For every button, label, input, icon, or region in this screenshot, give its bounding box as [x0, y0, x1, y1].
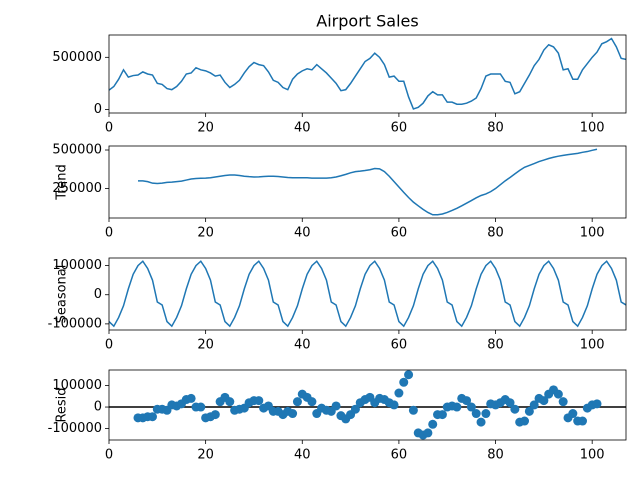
data-line [109, 260, 626, 328]
y-tick-label: 0 [94, 400, 102, 415]
x-tick-label: 100 [580, 121, 605, 136]
x-tick-label: 100 [580, 226, 605, 241]
x-tick-label: 80 [487, 338, 504, 353]
x-tick-label: 0 [105, 121, 113, 136]
x-tick-label: 80 [487, 121, 504, 136]
data-point [476, 417, 486, 427]
data-point [592, 399, 602, 409]
data-point [225, 397, 235, 407]
data-point [452, 402, 462, 412]
axes-frame [108, 369, 627, 441]
data-line [109, 37, 626, 110]
x-tick-label: 80 [487, 226, 504, 241]
data-point [553, 389, 563, 399]
x-tick-label: 40 [294, 226, 311, 241]
x-tick-label: 20 [197, 121, 214, 136]
y-tick-label: 100000 [52, 258, 102, 273]
y-tick-label: 100000 [52, 378, 102, 393]
data-point [520, 416, 530, 426]
data-point [505, 398, 515, 408]
data-point [568, 409, 578, 419]
data-point [437, 410, 447, 420]
data-point [539, 396, 549, 406]
axes-frame [108, 257, 627, 331]
data-point [524, 406, 534, 416]
data-point [307, 397, 317, 407]
data-point [423, 428, 433, 438]
data-point [288, 409, 298, 419]
x-tick-label: 20 [197, 338, 214, 353]
y-axis-label: Seasonal [55, 265, 70, 324]
data-point [331, 401, 341, 411]
x-tick-label: 80 [487, 448, 504, 463]
data-point [408, 405, 418, 415]
x-tick-label: 40 [294, 338, 311, 353]
data-point [186, 393, 196, 403]
data-point [558, 397, 568, 407]
y-tick-label: -100000 [48, 316, 102, 331]
y-tick-label: 250000 [52, 181, 102, 196]
x-tick-label: 60 [391, 448, 408, 463]
data-point [350, 404, 360, 414]
data-point [462, 396, 472, 406]
data-point [428, 419, 438, 429]
x-tick-label: 0 [105, 338, 113, 353]
y-tick-label: 0 [94, 287, 102, 302]
y-tick-label: 500000 [52, 143, 102, 158]
data-point [399, 377, 409, 387]
data-point [529, 400, 539, 410]
x-tick-label: 60 [391, 338, 408, 353]
data-point [481, 409, 491, 419]
x-tick-label: 40 [294, 121, 311, 136]
data-line [137, 148, 598, 216]
data-point [196, 402, 206, 412]
data-point [389, 400, 399, 410]
x-tick-label: 20 [197, 226, 214, 241]
data-point [471, 409, 481, 419]
data-point [210, 410, 220, 420]
data-point [147, 412, 157, 422]
x-tick-label: 60 [391, 121, 408, 136]
y-tick-label: -100000 [48, 421, 102, 436]
data-point [466, 402, 476, 412]
y-tick-label: 0 [94, 102, 102, 117]
axes-frame [108, 34, 627, 114]
x-tick-label: 40 [294, 448, 311, 463]
y-axis-label: Resid [55, 387, 70, 422]
axes-frame [108, 145, 627, 219]
y-tick-label: 500000 [52, 50, 102, 65]
x-tick-label: 100 [580, 448, 605, 463]
x-tick-label: 0 [105, 448, 113, 463]
data-point [394, 388, 404, 398]
x-tick-label: 20 [197, 448, 214, 463]
x-tick-label: 100 [580, 338, 605, 353]
y-axis-label: Trend [55, 164, 70, 201]
data-point [578, 416, 588, 426]
x-tick-label: 0 [105, 226, 113, 241]
data-point [510, 404, 520, 414]
data-point [404, 370, 414, 380]
data-point [254, 396, 264, 406]
data-point [292, 397, 302, 407]
chart-title: Airport Sales [316, 12, 418, 31]
x-tick-label: 60 [391, 226, 408, 241]
